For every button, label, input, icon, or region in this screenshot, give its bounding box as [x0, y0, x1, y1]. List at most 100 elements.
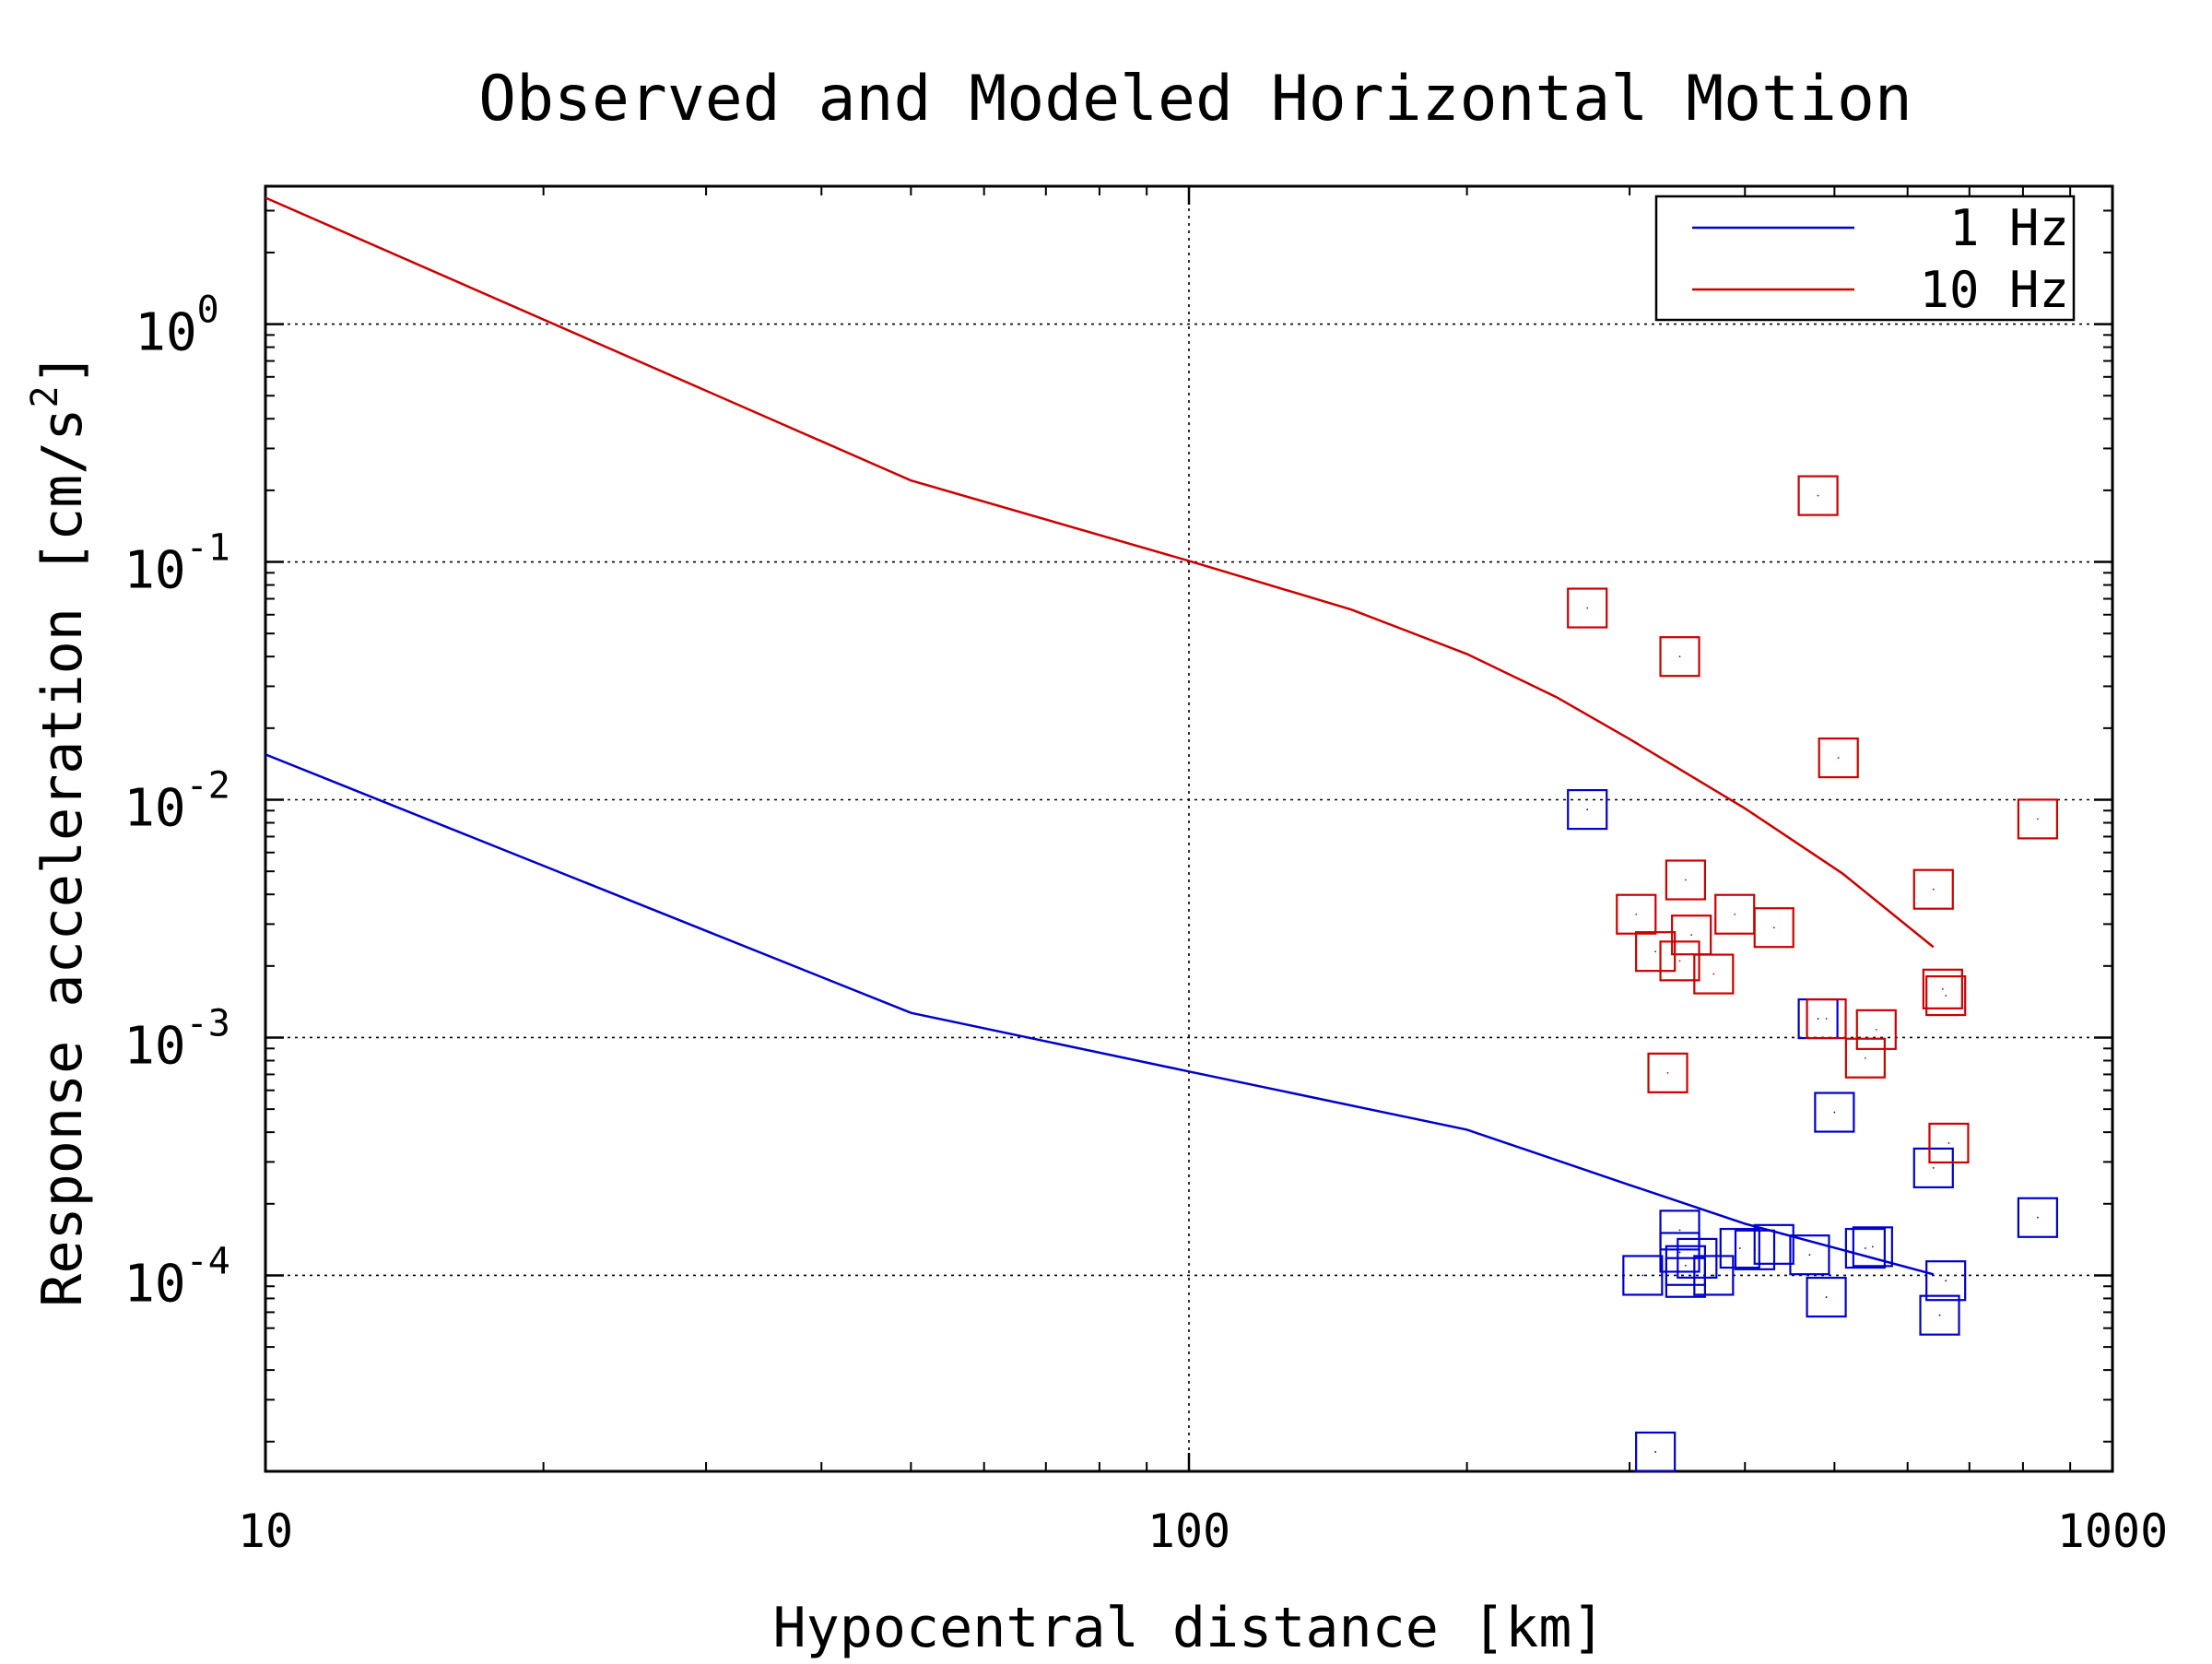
y-tick-label: 10-4 [124, 1240, 230, 1314]
data-point-dot [1772, 1243, 1775, 1245]
y-tick-label-exponent: -2 [186, 765, 230, 808]
data-point-dot [1734, 913, 1736, 915]
data-point-marker [1925, 974, 1967, 1017]
data-point-dot [1945, 995, 1947, 997]
data-point-marker [1693, 953, 1735, 995]
x-tick-label: 1000 [2057, 1505, 2168, 1558]
data-point-dot [1738, 1247, 1741, 1249]
data-point-marker [1665, 859, 1706, 901]
data-point-dot [1678, 655, 1681, 658]
data-point-marker [1814, 1092, 1855, 1133]
data-point-dot [1666, 1071, 1669, 1074]
y-axis-label: Response acceleration [cm/s2] [24, 352, 95, 1307]
y-tick-label: 10-3 [124, 1002, 230, 1076]
data-point-dot [2037, 1216, 2039, 1219]
data-point-marker [1659, 1210, 1700, 1251]
y-tick-label-base: 10 [124, 1016, 185, 1076]
data-point-marker [1928, 1122, 1970, 1164]
data-point-dot [1712, 973, 1715, 975]
data-point-dot [1678, 960, 1681, 962]
data-point-dot [1833, 1111, 1836, 1114]
data-point-dot [1825, 1296, 1828, 1298]
legend-box [1654, 195, 2076, 322]
data-point-dot [1696, 1257, 1699, 1259]
y-tick-label-exponent: -1 [186, 527, 230, 570]
data-point-dot [1654, 1451, 1657, 1453]
y-tick-label-base: 10 [124, 779, 185, 839]
data-point-marker [1912, 868, 1954, 910]
data-point-marker [1852, 1226, 1893, 1268]
data-point-marker [1567, 587, 1608, 629]
data-point-dot [1837, 757, 1840, 759]
data-point-marker [1635, 931, 1677, 973]
x-axis-label: Hypocentral distance [km] [772, 1596, 1605, 1659]
data-point-marker [1665, 1245, 1706, 1286]
data-point-marker [1919, 1294, 1960, 1336]
y-axis-label-text: Response acceleration [cm/s [30, 407, 95, 1306]
data-point-marker [1659, 940, 1700, 982]
data-point-marker [1753, 1223, 1794, 1265]
data-point-marker [1797, 475, 1839, 516]
data-point-marker [1844, 1037, 1886, 1079]
data-point-marker [1922, 968, 1963, 1009]
data-point-dot [2037, 818, 2039, 820]
data-point-dot [1684, 1264, 1687, 1267]
data-point-dot [1932, 1167, 1935, 1169]
data-point-dot [1678, 1251, 1681, 1254]
data-point-dot [1938, 1314, 1941, 1316]
data-point-marker [1753, 907, 1794, 949]
data-point-marker [1818, 737, 1859, 779]
data-point-marker [1912, 1147, 1954, 1189]
data-point-dot [1864, 1056, 1866, 1059]
x-tick-label: 100 [1147, 1505, 1230, 1558]
y-tick-label-exponent: 0 [197, 289, 219, 332]
data-point-marker [1635, 1431, 1677, 1473]
y-tick-label-base: 10 [124, 1254, 185, 1314]
data-point-marker [1925, 1260, 1967, 1302]
legend-label-10hz: 10 Hz [1919, 261, 2069, 319]
series-layer [265, 196, 1935, 1276]
y-tick-label-base: 10 [124, 541, 185, 601]
series-line-1 [265, 196, 1935, 949]
data-point-dot [1684, 879, 1687, 881]
y-tick-label: 100 [135, 289, 219, 363]
data-point-marker [1659, 636, 1700, 678]
data-point-dot [1678, 1229, 1681, 1232]
data-point-dot [1817, 494, 1819, 497]
data-point-marker [1671, 915, 1712, 956]
data-point-dot [1825, 1018, 1828, 1020]
legend-label-1hz: 1 Hz [1949, 199, 2069, 257]
data-point-dot [1586, 808, 1589, 810]
data-point-dot [1941, 987, 1944, 990]
data-point-dot [1772, 926, 1775, 929]
data-point-marker [1844, 1227, 1886, 1269]
data-point-dot [1654, 950, 1657, 953]
marker-layer [1567, 475, 2059, 1473]
y-tick-label-exponent: -3 [186, 1002, 230, 1044]
data-point-marker [1567, 788, 1608, 831]
data-point-dot [1690, 934, 1693, 937]
data-point-marker [1647, 1052, 1688, 1093]
y-tick-label: 10-2 [124, 765, 230, 839]
data-point-dot [1586, 607, 1589, 609]
data-point-dot [1712, 1274, 1715, 1277]
data-point-dot [1808, 1254, 1811, 1257]
data-point-dot [1947, 1142, 1950, 1144]
y-axis-label-close: ] [30, 352, 95, 385]
x-tick-label: 10 [238, 1505, 293, 1558]
data-point-dot [1641, 1274, 1644, 1277]
data-point-marker [1789, 1234, 1830, 1276]
data-point-dot [1635, 913, 1638, 915]
data-point-dot [1871, 1245, 1874, 1248]
y-axis-label-superscript: 2 [24, 385, 66, 407]
data-point-marker [2017, 798, 2059, 840]
data-point-marker [1806, 997, 1847, 1040]
data-point-dot [1945, 1280, 1947, 1282]
data-point-marker [1622, 1255, 1664, 1296]
y-tick-label: 10-1 [124, 527, 230, 601]
data-point-dot [1817, 1018, 1819, 1020]
minor-ticks [265, 186, 2112, 1471]
